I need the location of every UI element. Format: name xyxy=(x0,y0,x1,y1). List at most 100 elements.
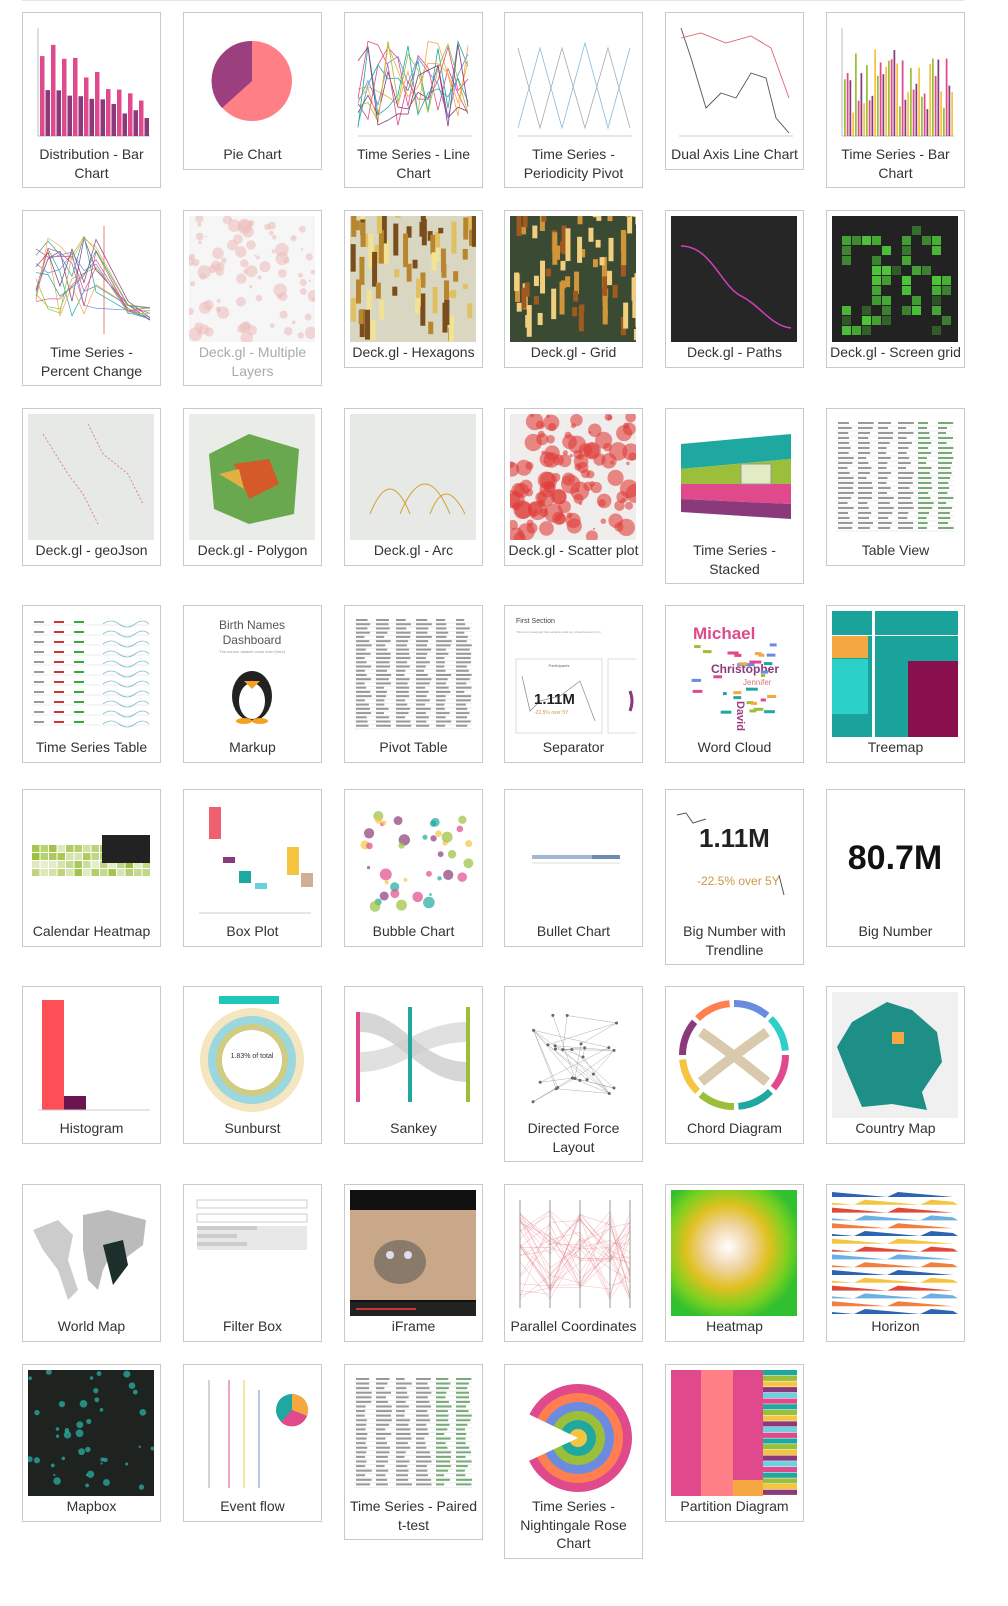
chart-card[interactable]: Event flow xyxy=(183,1364,322,1522)
big-number-icon: 80.7M xyxy=(832,795,958,921)
line-chart-icon xyxy=(28,216,154,342)
chart-card-label: Time Series - Periodicity Pivot xyxy=(523,146,624,181)
chart-card[interactable]: Pie Chart xyxy=(183,12,322,170)
map-icon xyxy=(28,414,154,540)
chart-card[interactable]: Time Series - Percent Change xyxy=(22,210,161,386)
separator-icon: First Section This is an paragraph that e… xyxy=(510,611,636,737)
line-chart-icon xyxy=(350,18,476,144)
horizon-icon xyxy=(832,1190,958,1316)
chart-card[interactable]: Partition Diagram xyxy=(665,1364,804,1522)
chart-card[interactable]: Parallel Coordinates xyxy=(504,1184,643,1342)
network-icon xyxy=(510,992,636,1118)
top-divider xyxy=(22,0,964,1)
chart-card[interactable]: 1.11M -22.5% over 5Y Big Number with Trend… xyxy=(665,789,804,965)
chart-card[interactable]: Distribution - Bar Chart xyxy=(22,12,161,188)
chart-card-label: Event flow xyxy=(220,1498,285,1514)
svg-text:Participants: Participants xyxy=(549,663,570,668)
chart-card[interactable]: Time Series - Periodicity Pivot xyxy=(504,12,643,188)
chart-card[interactable]: Sankey xyxy=(344,986,483,1144)
chart-card-label: Distribution - Bar Chart xyxy=(39,146,144,181)
box-plot-icon xyxy=(189,795,315,921)
svg-text:-22.5% over 5Y: -22.5% over 5Y xyxy=(697,874,780,888)
chart-card-label: iFrame xyxy=(391,1318,436,1334)
chart-card-label: Table View xyxy=(861,542,930,558)
chart-card[interactable]: Country Map xyxy=(826,986,965,1144)
chart-card-label: Big Number xyxy=(858,923,933,939)
chart-card[interactable]: Histogram xyxy=(22,986,161,1144)
chart-card[interactable]: Bubble Chart xyxy=(344,789,483,947)
chart-card[interactable]: Deck.gl - Paths xyxy=(665,210,804,368)
chart-card-label: Bubble Chart xyxy=(372,923,455,939)
chart-card[interactable]: Deck.gl - geoJson xyxy=(22,408,161,566)
chart-card[interactable]: Michael Christopher Jennifer David Word Clou… xyxy=(665,605,804,763)
chart-card-label: Deck.gl - Paths xyxy=(687,344,782,360)
chart-card-label: Pivot Table xyxy=(379,739,448,755)
chart-card[interactable]: Deck.gl - Scatter plot xyxy=(504,408,643,566)
table-icon xyxy=(28,611,154,737)
iframe-icon xyxy=(350,1190,476,1316)
chart-card-label: Box Plot xyxy=(226,923,279,939)
chart-card[interactable]: Filter Box xyxy=(183,1184,322,1342)
chart-card-label: Deck.gl - Hexagons xyxy=(352,344,475,360)
chart-card[interactable]: Mapbox xyxy=(22,1364,161,1522)
chart-card[interactable]: 80.7M Big Number xyxy=(826,789,965,947)
big-number-icon: 1.11M -22.5% over 5Y xyxy=(671,795,797,921)
chart-card[interactable]: Pivot Table xyxy=(344,605,483,763)
word-cloud-icon: Michael Christopher Jennifer David xyxy=(671,611,797,737)
chart-card-label: Time Series - Paired t-test xyxy=(349,1498,478,1533)
rose-chart-icon xyxy=(510,1370,636,1496)
histogram-icon xyxy=(28,992,154,1118)
partition-icon xyxy=(671,1370,797,1496)
chart-card[interactable]: Table View xyxy=(826,408,965,566)
chart-card[interactable]: Deck.gl - Arc xyxy=(344,408,483,566)
event-flow-icon xyxy=(189,1370,315,1496)
chart-card[interactable]: Calendar Heatmap xyxy=(22,789,161,947)
chart-card[interactable]: First Section This is an paragraph that e… xyxy=(504,605,643,763)
chart-card[interactable]: 1.83% of total Sunburst xyxy=(183,986,322,1144)
chart-card[interactable]: Dual Axis Line Chart xyxy=(665,12,804,170)
chart-card[interactable]: Deck.gl - Hexagons xyxy=(344,210,483,368)
chart-card[interactable]: Horizon xyxy=(826,1184,965,1342)
chart-card[interactable]: World Map xyxy=(22,1184,161,1342)
chart-card[interactable]: Time Series Table xyxy=(22,605,161,763)
chart-card[interactable]: Deck.gl - Multiple Layers xyxy=(183,210,322,386)
chart-card[interactable]: Time Series - Bar Chart xyxy=(826,12,965,188)
chart-card-label: Country Map xyxy=(855,1120,936,1136)
chart-card[interactable]: Time Series - Paired t-test xyxy=(344,1364,483,1540)
chart-card-label: Mapbox xyxy=(66,1498,117,1514)
chart-card[interactable]: Deck.gl - Grid xyxy=(504,210,643,368)
chart-card[interactable]: Bullet Chart xyxy=(504,789,643,947)
chart-card[interactable]: Box Plot xyxy=(183,789,322,947)
svg-text:This is an paragraph that expl: This is an paragraph that explains what … xyxy=(516,630,601,634)
chart-card[interactable]: Deck.gl - Polygon xyxy=(183,408,322,566)
map-dark-icon xyxy=(832,216,958,342)
svg-text:1.11M: 1.11M xyxy=(534,691,575,708)
map-dark-icon xyxy=(671,216,797,342)
chart-card-label: World Map xyxy=(57,1318,126,1334)
chart-card[interactable]: Time Series - Stacked xyxy=(665,408,804,584)
sankey-icon xyxy=(350,992,476,1118)
svg-text:1.11M: 1.11M xyxy=(699,823,770,853)
chart-card[interactable]: Time Series - Nightingale Rose Chart xyxy=(504,1364,643,1559)
chart-card-label: Dual Axis Line Chart xyxy=(671,146,798,162)
chart-card-label: Deck.gl - Screen grid xyxy=(830,344,961,360)
chart-card[interactable]: Deck.gl - Screen grid xyxy=(826,210,965,368)
line-chart-icon xyxy=(671,18,797,144)
chart-card-label: Filter Box xyxy=(222,1318,283,1334)
chart-card[interactable]: Chord Diagram xyxy=(665,986,804,1144)
parallel-icon xyxy=(510,1190,636,1316)
chart-card[interactable]: Heatmap xyxy=(665,1184,804,1342)
chart-card-label: Deck.gl - Grid xyxy=(530,344,617,360)
chart-card[interactable]: Treemap xyxy=(826,605,965,763)
chart-card[interactable]: Directed Force Layout xyxy=(504,986,643,1162)
sunburst-icon: 1.83% of total xyxy=(189,992,315,1118)
chart-card-label: Directed Force Layout xyxy=(527,1120,620,1155)
chart-card-label: Calendar Heatmap xyxy=(32,923,151,939)
chart-card[interactable]: Birth Names Dashboard The source dataset c… xyxy=(183,605,322,763)
chart-card[interactable]: iFrame xyxy=(344,1184,483,1342)
chart-card-label: Time Series Table xyxy=(35,739,148,755)
map-3d-icon xyxy=(189,414,315,540)
chart-card-label: Sankey xyxy=(390,1120,437,1136)
svg-text:The source dataset came from [: The source dataset came from [here] xyxy=(219,649,285,654)
chart-card[interactable]: Time Series - Line Chart xyxy=(344,12,483,188)
